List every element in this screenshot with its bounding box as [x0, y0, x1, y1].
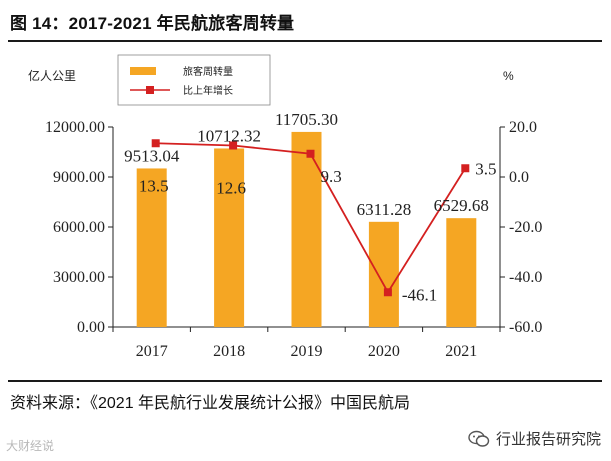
- legend-label-bar: 旅客周转量: [183, 65, 233, 78]
- right-tick-label: -20.0: [509, 219, 542, 236]
- line-group: [151, 139, 470, 297]
- growth-point: [151, 139, 160, 148]
- wechat-icon: [468, 430, 490, 447]
- legend-box: [117, 54, 271, 106]
- bar: [368, 221, 399, 327]
- figure-title: 图 14：2017-2021 年民航旅客周转量: [10, 14, 295, 33]
- source-rule: [8, 380, 602, 382]
- x-tick-label: 2020: [368, 343, 400, 360]
- bar: [136, 168, 167, 327]
- x-tick-label: 2018: [213, 343, 245, 360]
- growth-point: [383, 288, 392, 297]
- bar: [214, 148, 245, 327]
- left-tick-label: 0.00: [77, 319, 105, 336]
- x-tick-label: 2019: [291, 343, 323, 360]
- watermark-right: 行业报告研究院: [468, 428, 601, 449]
- right-tick-label: 0.0: [509, 169, 529, 186]
- growth-value-label: -46.1: [402, 285, 437, 304]
- legend-swatch-marker: [146, 86, 154, 94]
- title-rule: [8, 40, 602, 42]
- x-tick-label: 2021: [445, 343, 477, 360]
- bar-value-label: 11705.30: [275, 110, 338, 129]
- bar-value-label: 9513.04: [124, 146, 180, 165]
- right-axis-unit: %: [503, 69, 514, 83]
- growth-value-label: 13.5: [139, 176, 169, 195]
- right-tick-label: -60.0: [509, 319, 542, 336]
- chart: 0.00 3000.00 6000.00 9000.00 12000.00 -60.0 -4…: [28, 54, 542, 360]
- growth-point: [461, 164, 470, 173]
- bar: [291, 131, 322, 327]
- bar: [446, 218, 477, 327]
- growth-value-label: 9.3: [321, 167, 342, 186]
- left-tick-label: 3000.00: [53, 269, 105, 286]
- left-tick-label: 12000.00: [45, 119, 105, 136]
- source-note: 资料来源：《2021 年民航行业发展统计公报》中国民航局: [10, 395, 411, 412]
- growth-value-label: 3.5: [475, 159, 496, 178]
- left-tick-label: 6000.00: [53, 219, 105, 236]
- watermark-right-label: 行业报告研究院: [495, 431, 601, 448]
- growth-point: [229, 141, 238, 150]
- bar-value-label: 6529.68: [434, 196, 489, 215]
- right-tick-label: -40.0: [509, 269, 542, 286]
- watermark-left: 大财经说: [6, 439, 55, 453]
- legend-swatch-bar: [130, 67, 156, 75]
- right-tick-label: 20.0: [509, 119, 537, 136]
- legend-label-line: 比上年增长: [183, 84, 233, 97]
- axes-group: 0.00 3000.00 6000.00 9000.00 12000.00 -60.0 -4…: [28, 68, 542, 360]
- bar-value-label: 6311.28: [357, 200, 412, 219]
- left-tick-label: 9000.00: [53, 169, 105, 186]
- x-tick-label: 2017: [136, 343, 168, 360]
- data-labels-group: 9513.04 10712.32 11705.30 6311.28 6529.68 13.…: [124, 110, 496, 304]
- growth-point: [306, 149, 315, 158]
- bar-value-label: 10712.32: [197, 126, 261, 145]
- growth-value-label: 12.6: [216, 179, 246, 198]
- left-axis-unit: 亿人公里: [28, 68, 76, 83]
